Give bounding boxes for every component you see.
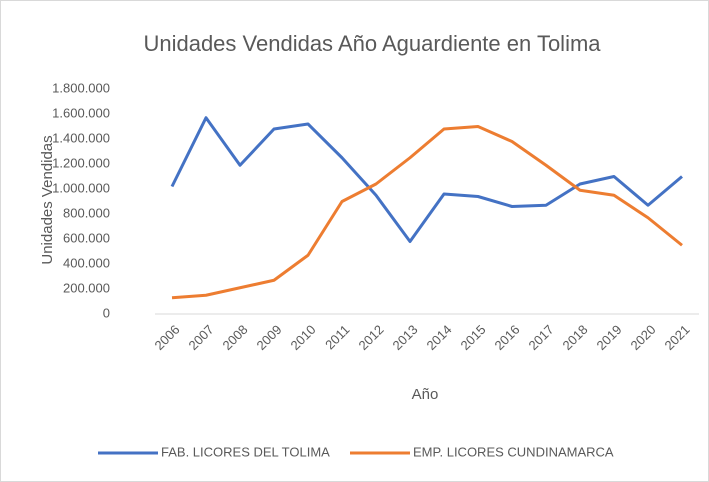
y-tick-label: 800.000 bbox=[63, 205, 110, 220]
series-line bbox=[171, 125, 683, 300]
y-tick-label: 200.000 bbox=[63, 280, 110, 295]
y-tick-label: 1.400.000 bbox=[52, 130, 110, 145]
x-axis-label: Año bbox=[412, 386, 439, 403]
y-axis-label: Unidades Vendidas bbox=[39, 135, 56, 264]
legend-label: FAB. LICORES DEL TOLIMA bbox=[161, 444, 330, 459]
y-tick-label: 1.600.000 bbox=[52, 105, 110, 120]
y-tick-label: 600.000 bbox=[63, 230, 110, 245]
y-tick-label: 1.000.000 bbox=[52, 180, 110, 195]
chart-title: Unidades Vendidas Año Aguardiente en Tol… bbox=[143, 31, 601, 56]
legend-label: EMP. LICORES CUNDINAMARCA bbox=[413, 444, 614, 459]
y-tick-label: 400.000 bbox=[63, 255, 110, 270]
series-line bbox=[170, 116, 683, 243]
y-tick-label: 1.200.000 bbox=[52, 155, 110, 170]
y-tick-label: 1.800.000 bbox=[52, 80, 110, 95]
y-tick-label: 0 bbox=[103, 305, 110, 320]
